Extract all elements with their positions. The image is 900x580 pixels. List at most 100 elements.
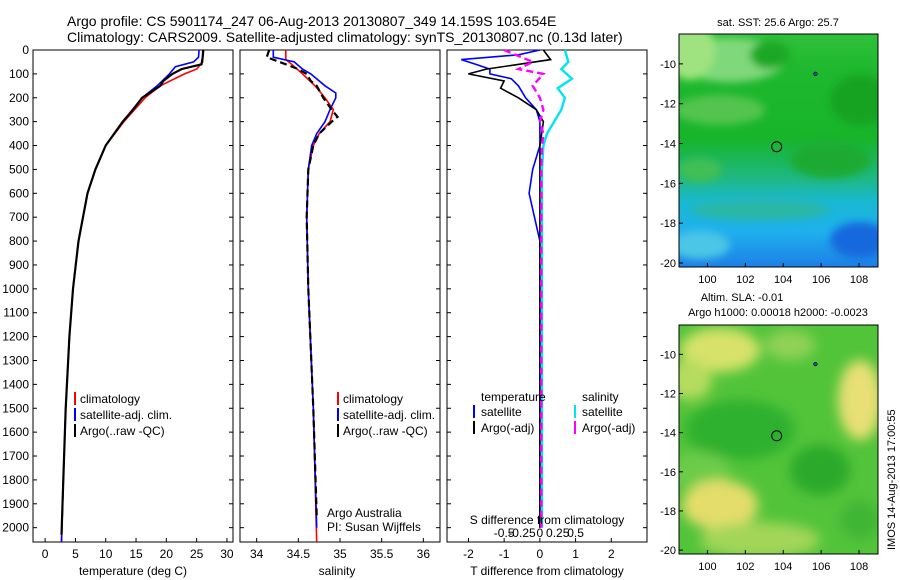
sst-map-title: sat. SST: 25.6 Argo: 25.7 [717, 17, 839, 29]
map-x-tick-label: 108 [850, 274, 868, 286]
x-tick-label: 1 [572, 547, 579, 561]
map-x-tick-label: 106 [812, 274, 830, 286]
s-difference-axis-label: S difference from climatology [470, 513, 625, 527]
y-tick-label: 1300 [2, 353, 29, 367]
x-tick-label: 30 [220, 547, 234, 561]
y-tick-label: 900 [9, 258, 29, 272]
sst-heatmap-image [679, 34, 878, 267]
x-tick-label: 2 [608, 547, 615, 561]
y-tick-label: 2000 [2, 521, 29, 535]
series-line-salinity-argo-adj- [503, 48, 546, 528]
x-tick-label: 0 [42, 547, 49, 561]
legend-sal-argo-label: Argo(-adj) [582, 421, 635, 435]
y-tick-label: 300 [9, 115, 29, 129]
legend-argo-label: Argo(..raw -QC) [80, 424, 165, 438]
difference-profile-panel: -2 -1 0 1 2 -0.5-0.25 0 0.250.5 temperature sal… [446, 48, 648, 578]
difference-panel-frame [446, 49, 648, 543]
temperature-legend: climatology satellite-adj. clim. Argo(..… [74, 392, 172, 438]
map-x-tick-label: 102 [736, 274, 754, 286]
map-x-tick-label: 104 [774, 561, 792, 573]
salinity-axis-label: salinity [319, 564, 356, 578]
top-tick-label: -0.25 [508, 526, 536, 540]
sst-map-frame [678, 33, 879, 268]
y-tick-label: 800 [9, 234, 29, 248]
map-y-tick-label: -20 [660, 545, 676, 557]
y-tick-label: 200 [9, 91, 29, 105]
sst-map-panel: sat. SST: 25.6 Argo: 25.7 100 102 104 106 10… [660, 17, 879, 286]
salinity-annotation-line2: PI: Susan Wijffels [327, 520, 421, 534]
salinity-panel-frame [239, 49, 441, 543]
map-x-tick-label: 108 [850, 561, 868, 573]
y-tick-label: 0 [22, 43, 29, 57]
x-tick-label: 10 [99, 547, 113, 561]
legend-argo-label: Argo(..raw -QC) [343, 424, 428, 438]
legend-climatology-label: climatology [80, 392, 140, 406]
y-tick-label: 1100 [3, 306, 29, 320]
x-tick-label: 34.5 [287, 547, 311, 561]
top-tick-label: 0.5 [567, 526, 584, 540]
y-tick-label: 1700 [2, 449, 29, 463]
x-tick-label: 20 [160, 547, 174, 561]
x-tick-label: -1 [499, 547, 510, 561]
y-tick-label: 100 [9, 67, 29, 81]
island-marker [813, 362, 818, 367]
side-timestamp: IMOS 14-Aug-2013 17:00:55 [886, 409, 898, 550]
t-difference-axis-label: T difference from climatology [470, 564, 624, 578]
series-line-temperature-satellite [461, 49, 541, 528]
series-line-satellite-adj-clim- [60, 49, 200, 543]
y-tick-label: 1000 [2, 282, 29, 296]
island-marker [813, 71, 818, 76]
argo-location-marker [771, 430, 783, 442]
temperature-axis-label: temperature (deg C) [79, 564, 187, 578]
map-y-tick-label: -18 [660, 218, 676, 230]
map-y-tick-label: -16 [660, 467, 676, 479]
x-tick-label: -2 [463, 547, 474, 561]
y-tick-label: 1200 [2, 330, 29, 344]
sla-heatmap-image [679, 325, 878, 554]
x-tick-label: 0 [537, 547, 544, 561]
x-tick-label: 5 [72, 547, 79, 561]
x-tick-label: 36 [417, 547, 431, 561]
y-tick-label: 700 [9, 210, 29, 224]
figure-title-line1: Argo profile: CS 5901174_247 06-Aug-2013… [67, 13, 556, 29]
legend-satellite-label: satellite-adj. clim. [343, 408, 435, 422]
map-x-tick-label: 104 [774, 274, 792, 286]
x-tick-label: 35 [333, 547, 347, 561]
series-line-satellite-adj-clim- [272, 50, 337, 528]
top-tick-label: 0.25 [546, 526, 570, 540]
top-tick-label: -0.5 [494, 526, 515, 540]
y-tick-label: 1500 [2, 401, 29, 415]
sla-map-frame [678, 324, 879, 555]
y-tick-label: 1800 [2, 473, 29, 487]
x-tick-label: 35.5 [370, 547, 394, 561]
salinity-annotation-line1: Argo Australia [327, 506, 402, 520]
x-tick-label: 15 [129, 547, 143, 561]
x-tick-label: 34 [250, 547, 264, 561]
map-y-tick-label: -10 [660, 59, 676, 71]
legend-temp-satellite-label: satellite [481, 405, 522, 419]
temperature-panel-frame [32, 49, 234, 543]
map-x-tick-label: 106 [812, 561, 830, 573]
map-y-tick-label: -18 [660, 506, 676, 518]
legend-sal-satellite-label: satellite [582, 405, 623, 419]
map-y-tick-label: -14 [660, 428, 676, 440]
figure-title-line2: Climatology: CARS2009. Satellite-adjuste… [67, 29, 623, 45]
map-y-tick-label: -10 [660, 349, 676, 361]
series-line-argo-raw-qc- [60, 49, 205, 535]
series-line-argo-raw-qc- [265, 49, 340, 516]
y-tick-label: 500 [9, 162, 29, 176]
y-tick-label: 1900 [2, 497, 29, 511]
series-line-climatology [60, 50, 204, 543]
series-line-climatology [285, 50, 335, 543]
sla-map-title-line1: Altim. SLA: -0.01 [701, 292, 784, 304]
temperature-profile-panel: 0 5 10 15 20 25 300100200300400500600700800900… [2, 43, 234, 578]
salinity-legend: climatology satellite-adj. clim. Argo(..… [337, 392, 435, 438]
legend-temp-argo-label: Argo(-adj) [481, 421, 534, 435]
sla-map-title-line2: Argo h1000: 0.00018 h2000: -0.0023 [688, 307, 868, 319]
map-y-tick-label: -16 [660, 178, 676, 190]
salinity-profile-panel: 34 34.5 35 35.5 36 climatology satellite-adj… [239, 49, 441, 578]
legend-satellite-label: satellite-adj. clim. [80, 408, 172, 422]
legend-salinity-title: salinity [582, 390, 619, 404]
y-tick-label: 600 [9, 186, 29, 200]
